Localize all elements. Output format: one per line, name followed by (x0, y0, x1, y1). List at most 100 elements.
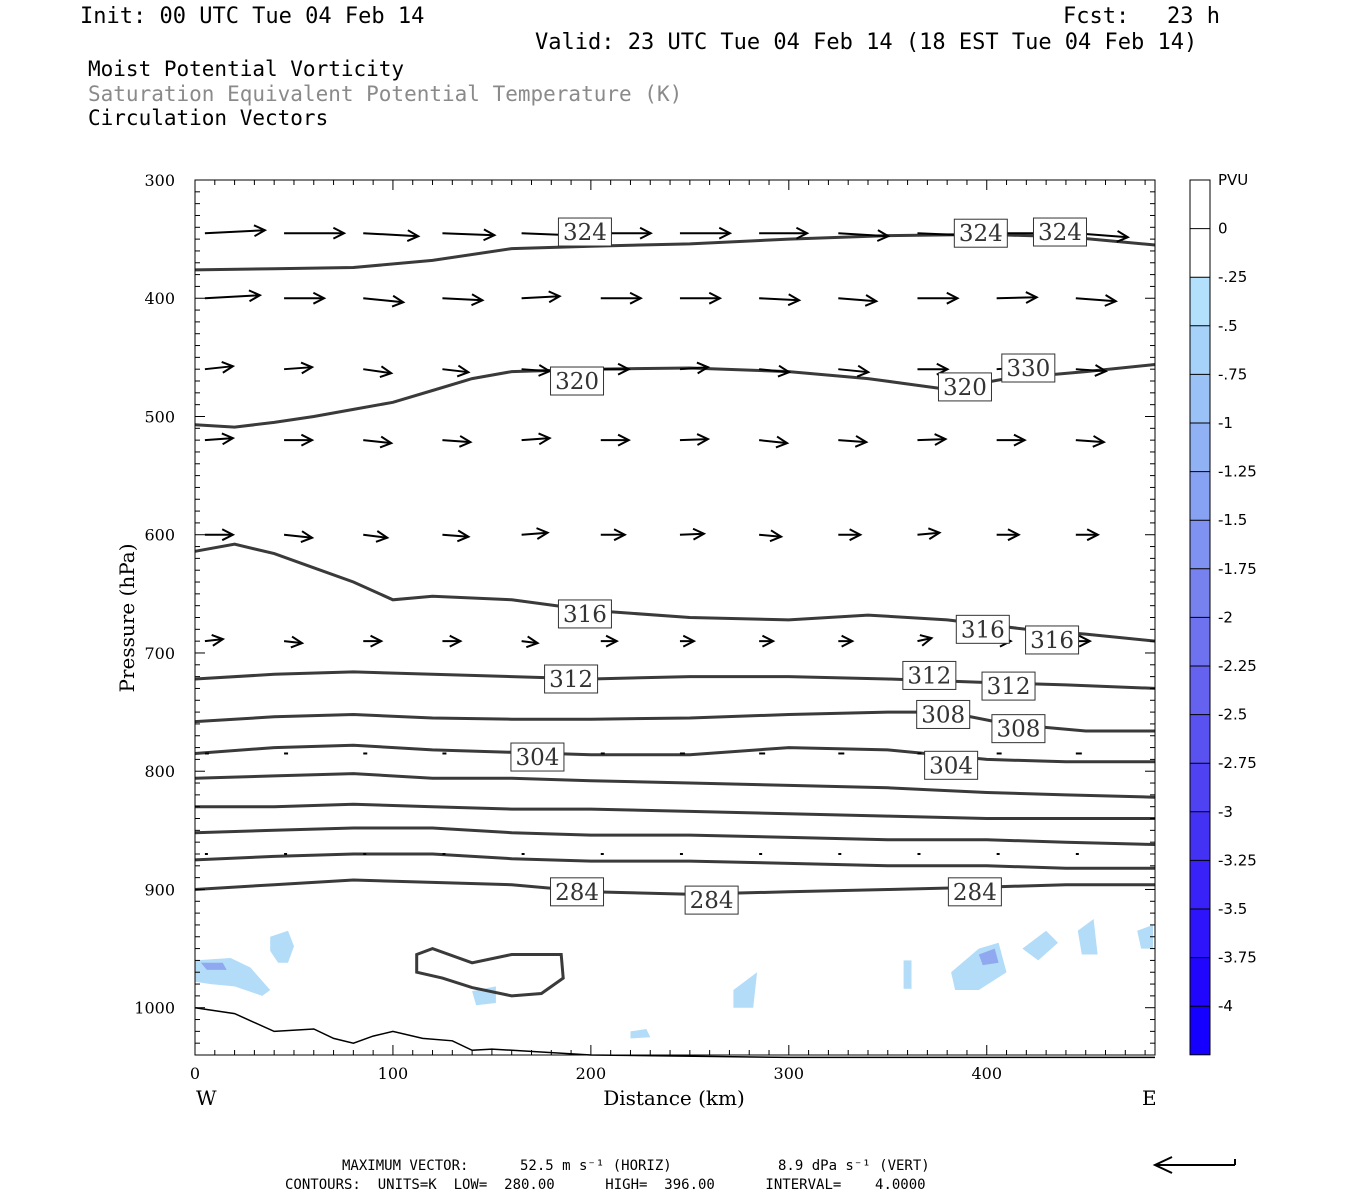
vector-shaft (363, 297, 404, 304)
contour-label-text: 284 (555, 880, 599, 906)
circulation-vector (838, 634, 855, 648)
colorbar-swatch (1190, 714, 1210, 764)
circulation-vector (1075, 435, 1107, 448)
contour-label-text: 320 (555, 369, 599, 395)
circulation-vector (363, 294, 406, 308)
vector-shaft (838, 232, 889, 238)
x-tick-label: 200 (576, 1064, 607, 1083)
contour-label-text: 324 (1038, 220, 1082, 246)
colorbar-tick-label: -.5 (1218, 317, 1238, 335)
vector-head (777, 364, 792, 378)
circulation-vector (838, 229, 891, 242)
mpv-strong-patch (200, 962, 227, 970)
vector-head (536, 527, 550, 540)
forecast-label: Fcst: (1063, 4, 1130, 29)
contour-label-text: 316 (563, 602, 607, 628)
circulation-vector (284, 291, 327, 305)
colorbar-swatch (1190, 763, 1210, 812)
vector-head (919, 634, 934, 647)
contour-label: 312 (981, 671, 1036, 701)
colorbar-swatch (1190, 666, 1210, 715)
vector-head (548, 290, 562, 304)
mpv-negative-patch (630, 1029, 651, 1039)
circulation-vector (1075, 364, 1109, 377)
vector-head (1013, 433, 1027, 447)
y-tick-label: 700 (144, 644, 175, 663)
vector-head (211, 633, 226, 647)
vector-head (391, 294, 406, 308)
circulation-vector (284, 226, 347, 240)
circulation-vector (600, 634, 619, 648)
vector-head (629, 291, 643, 305)
vector-head (769, 529, 784, 543)
y-tick-label: 500 (144, 407, 175, 426)
circulation-vector (600, 362, 631, 376)
vector-head (795, 226, 810, 240)
circulation-vector (679, 527, 707, 541)
vector-head (538, 432, 552, 446)
vector-shaft (204, 638, 224, 643)
circulation-vector (283, 635, 305, 649)
vector-shaft (442, 439, 471, 444)
vector-head (290, 635, 305, 649)
circulation-vector (442, 364, 471, 378)
mpv-negative-patch (903, 960, 912, 989)
contour-label: 330 (1001, 353, 1056, 383)
x-tick-label: 100 (378, 1064, 409, 1083)
mpv-strong-patch (978, 948, 999, 966)
circulation-vector (917, 291, 960, 305)
contour-label-box (981, 671, 1036, 701)
circulation-vector (521, 527, 550, 540)
vector-head (300, 433, 315, 447)
vector-shaft (996, 296, 1037, 300)
vector-shaft (838, 439, 867, 444)
vector-head (854, 435, 869, 448)
colorbar-tick-label: -1 (1218, 414, 1233, 432)
circulation-vector (679, 291, 723, 305)
fill-field-title: Moist Potential Vorticity (88, 57, 405, 81)
contour-label-text: 324 (959, 221, 1003, 247)
valid-time: Valid: 23 UTC Tue 04 Feb 14 (18 EST Tue … (535, 30, 1198, 55)
vector-head (1086, 528, 1101, 542)
circulation-vector (600, 291, 643, 305)
vector-head (1094, 364, 1109, 377)
contour-label-box (902, 660, 957, 690)
circulation-vector (1075, 528, 1101, 542)
y-tick-label: 1000 (134, 999, 175, 1018)
vector-shaft (521, 368, 550, 373)
contour-label-box (937, 372, 992, 402)
vector-head (856, 364, 871, 378)
vector-head (379, 435, 394, 449)
vector-head (525, 635, 540, 649)
vector-shaft (204, 294, 260, 300)
max-vector-vertical: 8.9 dPa s⁻¹ (VERT) (778, 1158, 930, 1174)
colorbar-tick-label: -2 (1218, 608, 1233, 626)
vector-head (248, 289, 263, 303)
contour-label: 304 (510, 742, 565, 772)
contour-label-text: 324 (563, 220, 607, 246)
vector-head (692, 527, 707, 541)
x-tick-label: 0 (190, 1064, 200, 1083)
colorbar-swatch (1190, 860, 1210, 909)
contour-label: 308 (991, 714, 1046, 744)
vector-shaft (1075, 297, 1116, 303)
contour-label: 284 (550, 877, 605, 907)
circulation-vector (917, 433, 948, 446)
colorbar-tick-label: -1.75 (1218, 560, 1257, 578)
vector-shaft (363, 533, 388, 539)
circulation-vector (996, 528, 1021, 542)
circulation-vector (204, 360, 236, 374)
circulation-vector (284, 361, 315, 375)
vector-head (787, 293, 802, 307)
vector-shaft (204, 229, 265, 235)
circulation-vector (204, 633, 226, 647)
circulation-vector (838, 294, 879, 307)
y-axis-title: Pressure (hPa) (115, 544, 139, 693)
circulation-vector (363, 229, 421, 242)
vector-head (696, 433, 711, 446)
colorbar-tick-label: 0 (1218, 220, 1228, 238)
colorbar-swatch (1190, 811, 1210, 861)
vector-shaft (363, 368, 392, 375)
contour-label-text: 304 (929, 753, 973, 779)
